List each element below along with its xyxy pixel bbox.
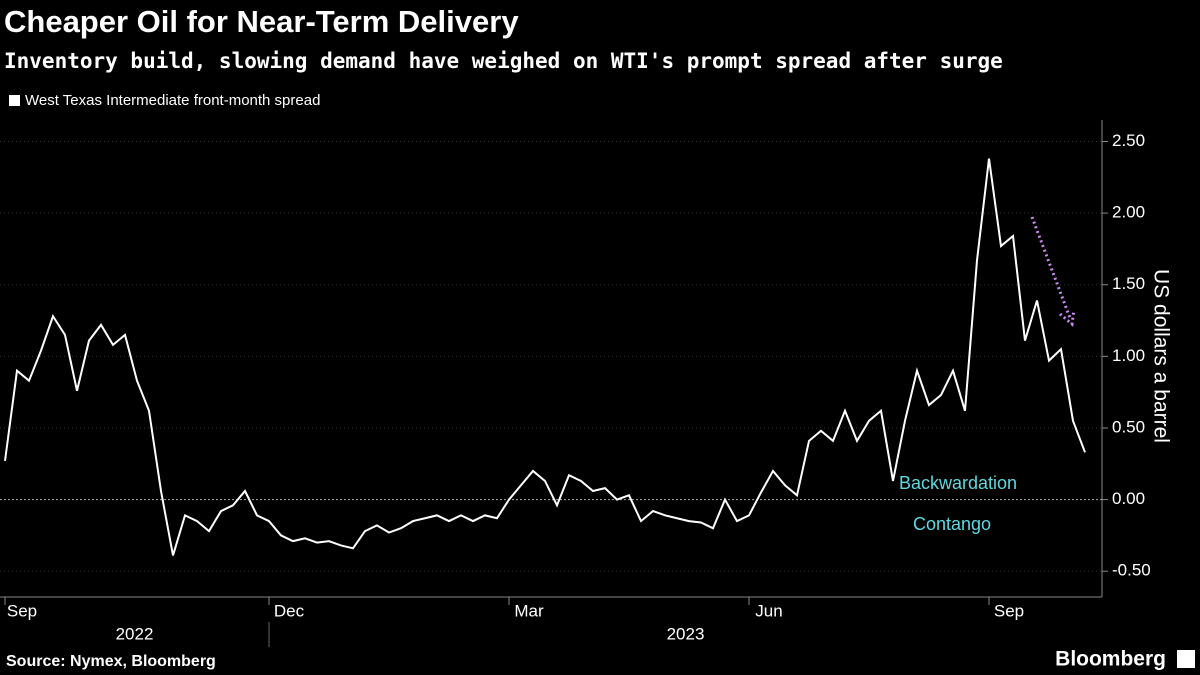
y-tick-label: 1.50 <box>1112 274 1145 293</box>
logo <box>1177 650 1195 668</box>
chart-subtitle: Inventory build, slowing demand have wei… <box>4 49 1003 73</box>
year-label: 2022 <box>116 624 154 643</box>
x-tick-label: Jun <box>755 601 782 620</box>
legend-label: West Texas Intermediate front-month spre… <box>25 92 320 109</box>
annotation: Contango <box>913 514 991 534</box>
annotation: Backwardation <box>899 473 1017 493</box>
x-tick-label: Sep <box>994 601 1024 620</box>
chart-title: Cheaper Oil for Near-Term Delivery <box>4 4 519 39</box>
y-tick-label: -0.50 <box>1112 561 1151 580</box>
year-label: 2023 <box>667 624 705 643</box>
source: Source: Nymex, Bloomberg <box>6 653 216 670</box>
x-tick-label: Mar <box>514 601 544 620</box>
x-tick-label: Dec <box>274 601 305 620</box>
y-tick-label: 0.50 <box>1112 417 1145 436</box>
brand: Bloomberg <box>1055 648 1166 671</box>
x-tick-label: Sep <box>7 601 37 620</box>
y-tick-label: 0.00 <box>1112 489 1145 508</box>
y-tick-label: 2.50 <box>1112 131 1145 150</box>
y-tick-label: 1.00 <box>1112 346 1145 365</box>
legend-swatch <box>9 95 20 106</box>
y-axis-label: US dollars a barrel <box>1149 269 1172 443</box>
y-tick-label: 2.00 <box>1112 203 1145 222</box>
arrow-head <box>1059 309 1076 327</box>
series-line <box>4 158 1086 556</box>
